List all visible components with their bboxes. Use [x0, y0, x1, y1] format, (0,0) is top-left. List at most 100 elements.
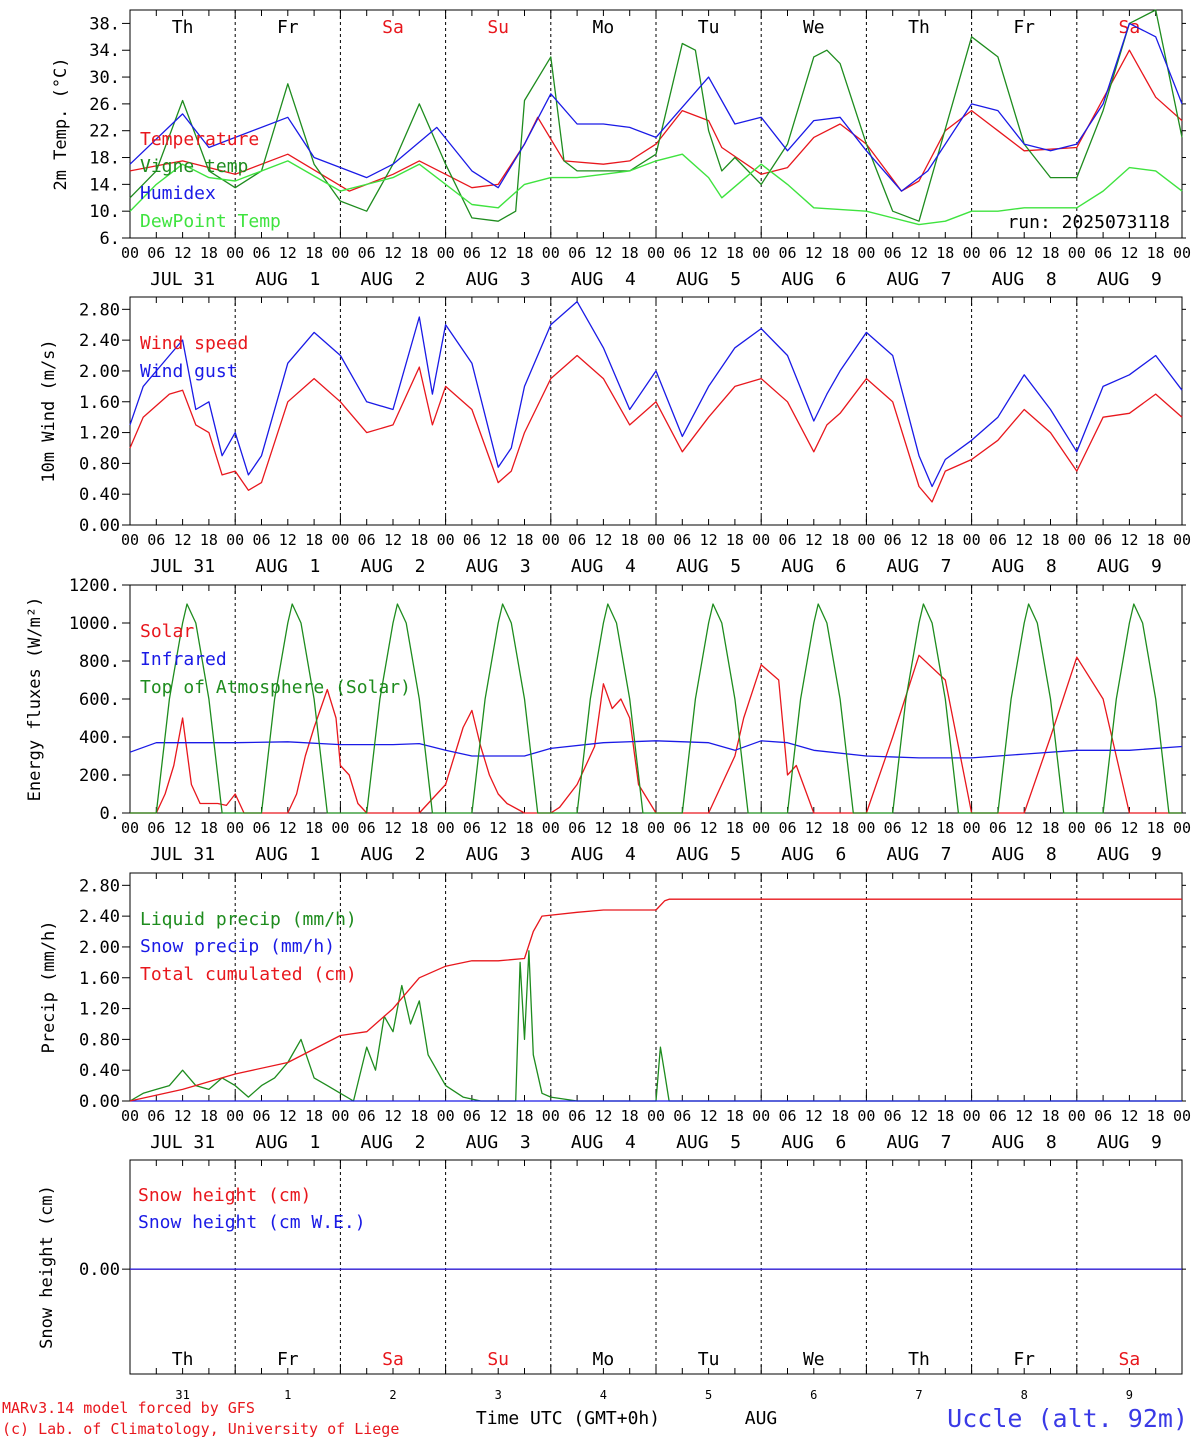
hour-label: 18	[726, 244, 744, 262]
date-label: AUG 1	[255, 269, 320, 290]
date-label: JUL 31	[150, 844, 215, 865]
hour-label: 00	[437, 531, 455, 549]
date-label: AUG 9	[1097, 1132, 1162, 1153]
hour-label: 00	[752, 531, 770, 549]
hour-label: 00	[857, 531, 875, 549]
hour-label: 18	[831, 819, 849, 837]
y-tick-label: 34.	[89, 41, 120, 61]
y-tick-label: 200.	[79, 766, 120, 786]
panel-snow-day-names: Th Fr Sa Su Mo Tu We Th Fr Sa	[172, 1349, 1140, 1370]
hour-label: 06	[568, 819, 586, 837]
hour-label: 12	[174, 819, 192, 837]
y-tick-label: 2.80	[79, 300, 120, 320]
series-wind-speed	[129, 354, 1183, 503]
panel-energy-y-axis: 0. 200. 400. 600. 800. 1000. 1200.	[69, 576, 1186, 824]
hour-label: 12	[805, 531, 823, 549]
hour-label: 18	[621, 1107, 639, 1125]
y-tick-label: 1.60	[79, 393, 120, 413]
date-label: AUG 8	[992, 269, 1057, 290]
panel-energy-ylabel: Energy fluxes (W/m²)	[25, 597, 45, 802]
hour-label: 06	[147, 244, 165, 262]
date-label: AUG 4	[571, 1132, 636, 1153]
hour-label: 00	[542, 244, 560, 262]
date-label: AUG 4	[571, 844, 636, 865]
hour-label: 00	[752, 1107, 770, 1125]
hour-label: 00	[331, 1107, 349, 1125]
y-tick-label: 0.40	[79, 1061, 120, 1081]
hour-label: 06	[673, 819, 691, 837]
hour-label: 06	[1094, 819, 1112, 837]
panel-snow-day-separators	[234, 1160, 1078, 1374]
hour-label: 00	[857, 819, 875, 837]
date-label: AUG 1	[255, 556, 320, 577]
hour-label: 12	[279, 819, 297, 837]
legend-humidex: Humidex	[140, 183, 216, 204]
day-number: 4	[600, 1388, 607, 1402]
panel-precip-y-axis: 0.00 0.40 0.80 1.20 1.60 2.00 2.40 2.80	[79, 873, 1186, 1112]
day-number: 2	[389, 1388, 396, 1402]
hour-label: 18	[200, 819, 218, 837]
panel-precip-legend: Liquid precip (mm/h) Snow precip (mm/h) …	[140, 909, 357, 985]
hour-label: 18	[1041, 244, 1059, 262]
station-label: Uccle (alt. 92m)	[947, 1404, 1188, 1433]
date-label: AUG 5	[676, 556, 741, 577]
hour-label: 00	[331, 819, 349, 837]
hour-label: 18	[831, 1107, 849, 1125]
y-tick-label: 1.20	[79, 424, 120, 444]
hour-label: 18	[1147, 1107, 1165, 1125]
day-name: Mo	[593, 17, 615, 38]
hour-label: 12	[489, 1107, 507, 1125]
day-name: Th	[172, 17, 194, 38]
hour-label: 00	[121, 244, 139, 262]
day-number: 31	[175, 1388, 189, 1402]
hour-label: 18	[1041, 531, 1059, 549]
panel-wind-ylabel: 10m Wind (m/s)	[39, 339, 59, 482]
hour-label: 18	[305, 819, 323, 837]
hour-label: 18	[305, 244, 323, 262]
day-name: Sa	[1119, 17, 1141, 38]
date-label: AUG 3	[466, 844, 531, 865]
hour-label: 18	[200, 244, 218, 262]
hour-label: 12	[700, 1107, 718, 1125]
x-axis-title: Time UTC (GMT+0h)	[476, 1408, 660, 1429]
y-tick-label: 800.	[79, 652, 120, 672]
hour-label: 18	[410, 819, 428, 837]
hour-label: 18	[726, 819, 744, 837]
series-vigne-temp	[129, 9, 1183, 222]
y-tick-label: 600.	[79, 690, 120, 710]
panel-precip-day-separators	[234, 873, 1078, 1101]
hour-label: 12	[805, 244, 823, 262]
hour-label: 00	[857, 1107, 875, 1125]
panel-precip-series	[129, 898, 1182, 1102]
hour-label: 06	[1094, 244, 1112, 262]
day-name: Th	[172, 1349, 194, 1370]
hour-label: 18	[936, 1107, 954, 1125]
lab-credit: (c) Lab. of Climatology, University of L…	[2, 1420, 399, 1438]
series-total-cumulated-cm	[129, 898, 1182, 1102]
hour-label: 06	[1094, 531, 1112, 549]
legend-solar: Solar	[140, 621, 194, 642]
legend-snow-precip: Snow precip (mm/h)	[140, 936, 335, 957]
y-tick-label: 400.	[79, 728, 120, 748]
hour-label: 00	[752, 819, 770, 837]
hour-label: 06	[358, 531, 376, 549]
panel-snow-y-axis: 0.00	[79, 1160, 1186, 1374]
hour-label: 12	[1120, 244, 1138, 262]
date-label: AUG 9	[1097, 844, 1162, 865]
date-label: AUG 2	[360, 556, 425, 577]
panel-energy-day-separators	[234, 585, 1078, 813]
hour-label: 06	[358, 819, 376, 837]
hour-label: 18	[410, 531, 428, 549]
panel-energy-legend: Solar Infrared Top of Atmosphere (Solar)	[140, 621, 411, 698]
hour-label: 12	[1015, 819, 1033, 837]
hour-label: 00	[963, 531, 981, 549]
hour-label: 12	[805, 1107, 823, 1125]
day-number: 1	[284, 1388, 291, 1402]
date-label: AUG 9	[1097, 556, 1162, 577]
hour-label: 00	[647, 1107, 665, 1125]
hour-label: 06	[989, 244, 1007, 262]
panel-temp-x-axis: 00 06 12 18 00 06 12 18 00 06 12 18 00 06 12 18 00 06 12 18…	[121, 244, 1191, 290]
hour-label: 00	[647, 531, 665, 549]
hour-label: 00	[1173, 531, 1191, 549]
hour-label: 12	[174, 531, 192, 549]
